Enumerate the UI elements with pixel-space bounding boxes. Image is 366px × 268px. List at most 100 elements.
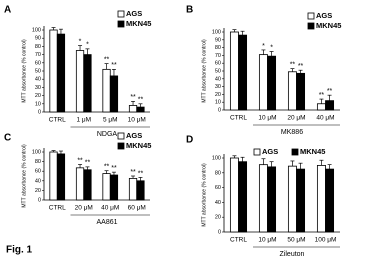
y-tick-label: 10 — [215, 100, 221, 106]
y-tick-label: 50 — [35, 68, 41, 74]
bar — [83, 54, 92, 113]
bar — [136, 106, 145, 113]
y-tick-label: 100 — [32, 149, 41, 155]
y-tick-label: 90 — [215, 37, 221, 43]
x-tick-label: 20 μM — [75, 205, 93, 212]
y-axis-label: MTT absorbance (% control) — [21, 144, 27, 208]
bar — [325, 100, 335, 111]
legend-swatch — [117, 142, 125, 150]
significance: ** — [298, 63, 304, 70]
bar — [102, 68, 111, 113]
legend-swatch — [307, 12, 315, 20]
x-axis-label: MK886 — [281, 129, 303, 136]
legend-swatch — [117, 20, 125, 28]
legend-swatch — [291, 148, 299, 156]
y-tick-label: 40 — [35, 77, 41, 83]
y-tick-label: 60 — [35, 169, 41, 175]
significance: ** — [111, 165, 117, 172]
bar — [128, 177, 138, 201]
y-tick-label: 100 — [212, 29, 221, 35]
significance: ** — [327, 88, 333, 95]
y-tick-label: 0 — [38, 197, 41, 203]
bar — [136, 180, 145, 201]
bar — [258, 164, 268, 233]
bar — [296, 168, 306, 233]
y-tick-label: 100 — [212, 155, 221, 161]
bar — [267, 166, 277, 233]
x-tick-label: 100 μM — [315, 237, 337, 244]
y-tick-label: 40 — [215, 200, 221, 206]
y-axis-label: MTT absorbance (% control) — [21, 39, 27, 103]
x-tick-label: CTRL — [230, 115, 247, 122]
legend-swatch — [117, 10, 125, 18]
y-tick-label: 20 — [35, 188, 41, 194]
bar — [128, 105, 138, 113]
y-tick-label: 20 — [215, 92, 221, 98]
x-tick-label: 10 μM — [258, 237, 276, 244]
y-tick-label: 40 — [35, 178, 41, 184]
x-tick-label: 60 μM — [128, 205, 146, 212]
x-tick-label: 50 μM — [287, 237, 305, 244]
y-tick-label: 100 — [32, 27, 41, 33]
significance: ** — [130, 169, 136, 176]
bar — [49, 151, 58, 201]
x-axis-label: Zileuton — [280, 251, 305, 258]
significance: * — [79, 38, 82, 45]
legend-swatch — [117, 132, 125, 140]
y-tick-label: 80 — [35, 44, 41, 50]
bar — [109, 174, 119, 201]
bar — [102, 173, 111, 201]
significance: ** — [111, 62, 117, 69]
y-tick-label: 90 — [35, 36, 41, 42]
panel-label: A — [4, 5, 11, 16]
bar — [258, 54, 268, 111]
y-tick-label: 80 — [215, 170, 221, 176]
y-axis-label: MTT absorbance (% control) — [201, 39, 207, 103]
x-axis-label: NDGA — [97, 131, 118, 138]
y-tick-label: 70 — [215, 53, 221, 59]
bar — [56, 33, 66, 113]
x-tick-label: 10 μM — [258, 115, 276, 122]
bar — [316, 164, 326, 233]
legend-label: MKN45 — [126, 19, 151, 28]
significance: * — [86, 42, 89, 49]
panel-label: D — [186, 135, 193, 146]
x-tick-label: 40 μM — [316, 115, 334, 122]
legend-label: AGS — [126, 131, 142, 140]
y-tick-label: 60 — [215, 185, 221, 191]
significance: ** — [290, 62, 296, 69]
bar — [296, 72, 306, 111]
bar — [75, 167, 85, 201]
panel-label: C — [4, 133, 11, 144]
y-tick-label: 20 — [215, 215, 221, 221]
x-tick-label: CTRL — [49, 205, 66, 212]
bar — [267, 55, 277, 111]
y-tick-label: 0 — [218, 107, 221, 113]
bar — [109, 75, 119, 113]
y-tick-label: 70 — [35, 52, 41, 58]
legend-swatch — [307, 22, 315, 30]
legend-label: MKN45 — [300, 147, 325, 156]
y-tick-label: 0 — [38, 109, 41, 115]
figure-label: Fig. 1 — [6, 245, 33, 256]
y-tick-label: 40 — [215, 76, 221, 82]
bar — [238, 161, 248, 233]
x-tick-label: 10 μM — [128, 117, 146, 124]
y-tick-label: 50 — [215, 68, 221, 74]
bar — [56, 153, 66, 201]
bar — [229, 157, 239, 233]
significance: * — [262, 43, 265, 50]
bar — [229, 31, 239, 111]
x-tick-label: CTRL — [230, 237, 247, 244]
bar — [325, 168, 335, 233]
x-tick-label: CTRL — [49, 117, 66, 124]
significance: ** — [138, 170, 144, 177]
y-tick-label: 80 — [215, 45, 221, 51]
x-tick-label: 40 μM — [101, 205, 119, 212]
y-axis-label: MTT absorbance (% control) — [201, 163, 207, 227]
significance: * — [270, 44, 273, 51]
legend-label: AGS — [316, 11, 332, 20]
bar — [75, 50, 85, 113]
legend-label: AGS — [126, 9, 142, 18]
